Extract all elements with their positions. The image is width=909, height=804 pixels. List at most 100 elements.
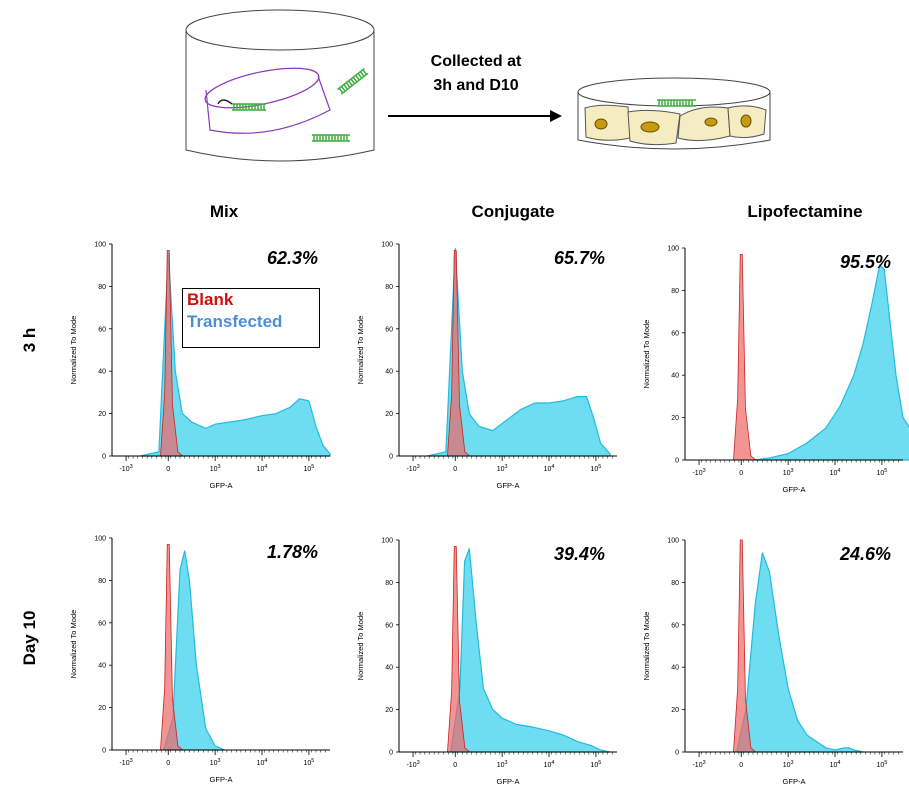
- x-tick-label: 104: [257, 464, 268, 473]
- dna-strand-1: [217, 99, 266, 111]
- y-tick-label: 0: [675, 750, 679, 757]
- y-tick-label: 40: [671, 373, 679, 380]
- y-tick-label: 60: [98, 620, 106, 627]
- x-tick-label: -103: [406, 760, 419, 769]
- x-tick-label: 105: [590, 464, 601, 473]
- percent-label: 62.3%: [267, 248, 318, 268]
- x-tick-label: -103: [692, 468, 705, 477]
- y-tick-label: 20: [98, 411, 106, 418]
- dna-strand-2: [337, 67, 369, 95]
- x-tick-label: 103: [497, 464, 508, 473]
- legend-transfected: Transfected: [187, 312, 283, 331]
- y-tick-label: 0: [102, 454, 106, 461]
- cells: [584, 104, 767, 146]
- y-tick-label: 80: [671, 580, 679, 587]
- y-tick-label: 0: [389, 750, 393, 757]
- x-tick-label: 103: [210, 464, 221, 473]
- y-axis-label: Normalized To Mode: [69, 316, 78, 385]
- y-tick-label: 60: [385, 622, 393, 629]
- row-label-day10: Day 10: [20, 610, 39, 666]
- x-tick-label: 105: [303, 464, 314, 473]
- x-tick-label: 0: [166, 760, 170, 767]
- x-tick-label: 104: [544, 464, 555, 473]
- y-tick-label: 20: [385, 411, 393, 418]
- histogram-panel-6: 0 20 40 60 80 100 -103 0 103 104 105 GFP-A Normalize…: [642, 538, 903, 786]
- histogram-panel-1: 0 20 40 60 80 100 -103 0 103 104 105 GFP-A Normalize…: [69, 242, 331, 490]
- y-tick-label: 60: [671, 622, 679, 629]
- y-tick-label: 80: [98, 578, 106, 585]
- x-axis-label: GFP-A: [210, 481, 233, 490]
- y-tick-label: 80: [385, 284, 393, 291]
- histogram-panel-4: 0 20 40 60 80 100 -103 0 103 104 105 GFP-A Normalize…: [69, 536, 330, 784]
- column-title-lipofectamine: Lipofectamine: [747, 202, 863, 221]
- arrow-label-2: 3h and D10: [433, 77, 518, 94]
- y-tick-label: 100: [94, 536, 106, 543]
- y-tick-label: 20: [671, 415, 679, 422]
- x-axis-label: GFP-A: [210, 775, 233, 784]
- x-tick-label: 105: [303, 758, 314, 767]
- y-tick-label: 20: [98, 705, 106, 712]
- dna-strand-3: [312, 134, 350, 142]
- y-axis-label: Normalized To Mode: [69, 610, 78, 679]
- y-tick-label: 20: [385, 707, 393, 714]
- y-tick-label: 20: [671, 707, 679, 714]
- y-tick-label: 0: [102, 748, 106, 755]
- y-axis-label: Normalized To Mode: [356, 316, 365, 385]
- arrow: [388, 110, 562, 122]
- x-tick-label: 105: [876, 468, 887, 477]
- y-tick-label: 40: [385, 665, 393, 672]
- x-tick-label: 103: [497, 760, 508, 769]
- dna-strand-4: [657, 99, 696, 107]
- percent-label: 95.5%: [840, 252, 891, 272]
- y-tick-label: 80: [98, 284, 106, 291]
- y-tick-label: 100: [381, 538, 393, 545]
- y-tick-label: 0: [389, 454, 393, 461]
- x-axis-label: GFP-A: [497, 481, 520, 490]
- culture-dish-left: [185, 9, 375, 162]
- percent-label: 39.4%: [554, 544, 605, 564]
- y-axis-label: Normalized To Mode: [356, 612, 365, 681]
- experiment-diagram: Collected at 3h and D10: [185, 9, 771, 162]
- x-tick-label: 104: [830, 468, 841, 477]
- x-axis-label: GFP-A: [497, 777, 520, 786]
- x-tick-label: 103: [783, 760, 794, 769]
- y-tick-label: 60: [98, 326, 106, 333]
- y-tick-label: 40: [98, 369, 106, 376]
- column-title-mix: Mix: [209, 202, 239, 221]
- y-tick-label: 100: [381, 242, 393, 249]
- x-axis-label: GFP-A: [783, 777, 806, 786]
- x-tick-label: 103: [783, 468, 794, 477]
- x-tick-label: 104: [257, 758, 268, 767]
- series-blank: [160, 249, 184, 457]
- histogram-panel-5: 0 20 40 60 80 100 -103 0 103 104 105 GFP-A Normalize…: [356, 538, 617, 786]
- x-tick-label: -103: [119, 464, 132, 473]
- y-tick-label: 100: [94, 242, 106, 249]
- y-axis-label: Normalized To Mode: [642, 612, 651, 681]
- x-tick-label: 103: [210, 758, 221, 767]
- column-title-conjugate: Conjugate: [471, 202, 555, 221]
- y-tick-label: 40: [385, 369, 393, 376]
- series-transfected: [735, 552, 864, 753]
- y-tick-label: 60: [385, 326, 393, 333]
- series-blank: [447, 249, 471, 457]
- x-tick-label: 0: [739, 470, 743, 477]
- y-tick-label: 60: [671, 330, 679, 337]
- x-tick-label: 0: [739, 762, 743, 769]
- histogram-panel-3: 0 20 40 60 80 100 -103 0 103 104 105 GFP-A Normalize…: [642, 246, 909, 494]
- series-transfected: [449, 548, 611, 753]
- y-axis-label: Normalized To Mode: [642, 320, 651, 389]
- x-tick-label: 104: [830, 760, 841, 769]
- x-tick-label: 0: [166, 466, 170, 473]
- row-label-3h: 3 h: [20, 327, 39, 353]
- legend: Blank Transfected: [182, 288, 320, 348]
- percent-label: 65.7%: [554, 248, 605, 268]
- x-tick-label: 105: [876, 760, 887, 769]
- series-blank: [447, 545, 471, 753]
- series-blank: [733, 539, 757, 753]
- x-tick-label: 105: [590, 760, 601, 769]
- histogram-panel-2: 0 20 40 60 80 100 -103 0 103 104 105 GFP-A Normalize…: [356, 242, 617, 490]
- x-tick-label: 0: [453, 466, 457, 473]
- y-tick-label: 0: [675, 458, 679, 465]
- series-blank: [733, 253, 757, 461]
- percent-label: 24.6%: [839, 544, 891, 564]
